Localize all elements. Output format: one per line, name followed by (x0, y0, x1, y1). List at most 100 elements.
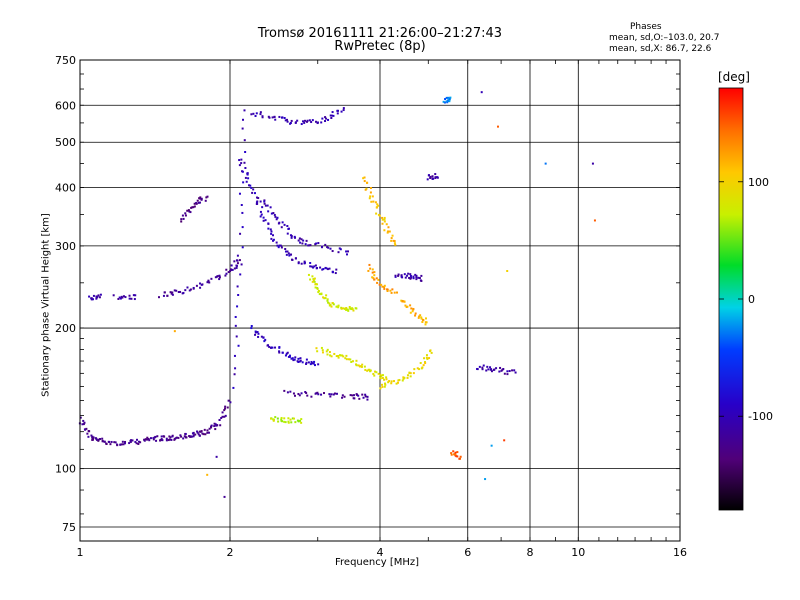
data-point (225, 268, 228, 271)
data-point (90, 298, 93, 301)
data-point (386, 289, 389, 292)
data-point (204, 199, 207, 202)
y-tick-label: 75 (62, 521, 76, 534)
data-point (293, 394, 296, 397)
data-point (281, 420, 284, 423)
x-axis-label: Frequency [MHz] (335, 557, 420, 568)
data-point (320, 292, 323, 295)
data-point (180, 435, 183, 438)
data-point (375, 371, 378, 374)
data-point (234, 315, 237, 318)
data-point (349, 358, 352, 361)
data-point (262, 219, 265, 222)
data-point (398, 378, 401, 381)
data-point (286, 120, 289, 123)
data-point (317, 393, 320, 396)
data-point (192, 435, 195, 438)
data-point (294, 421, 297, 424)
data-point (223, 415, 226, 418)
y-tick-label: 300 (55, 240, 76, 253)
data-point (423, 357, 426, 360)
data-point (195, 202, 198, 205)
data-point (371, 268, 374, 271)
data-point (221, 411, 224, 414)
data-point (326, 348, 329, 351)
data-point (407, 272, 410, 275)
data-point (191, 432, 194, 435)
data-point (593, 219, 596, 222)
data-point (272, 238, 275, 241)
data-point (189, 211, 192, 214)
data-point (283, 223, 286, 226)
data-point (244, 176, 247, 179)
data-point (436, 176, 439, 179)
data-point (345, 308, 348, 311)
data-point (450, 453, 453, 456)
data-point (333, 352, 336, 355)
data-point (122, 443, 125, 446)
data-point (214, 428, 217, 431)
data-point (259, 113, 262, 116)
data-point (184, 432, 187, 435)
data-point (171, 435, 174, 438)
data-point (408, 276, 411, 279)
data-point (283, 117, 286, 120)
data-point (409, 304, 412, 307)
data-point (449, 96, 452, 99)
data-point (190, 206, 193, 209)
data-point (426, 178, 429, 181)
data-point (412, 307, 415, 310)
data-point (310, 121, 313, 124)
data-point (409, 277, 412, 280)
data-point (331, 250, 334, 253)
data-point (223, 495, 226, 498)
data-point (289, 122, 292, 125)
data-point (405, 306, 408, 309)
colorbar-label: [deg] (718, 70, 750, 84)
data-point (352, 309, 355, 312)
data-point (293, 235, 296, 238)
data-point (203, 428, 206, 431)
data-point (322, 268, 325, 271)
data-point (290, 236, 293, 239)
data-point (371, 195, 374, 198)
data-point (88, 295, 91, 298)
data-point (366, 369, 369, 372)
data-point (283, 389, 286, 392)
data-point (139, 441, 142, 444)
data-point (266, 204, 269, 207)
data-point (445, 100, 448, 103)
data-point (363, 176, 366, 179)
data-point (291, 357, 294, 360)
data-point (406, 274, 409, 277)
data-point (284, 247, 287, 250)
data-point (198, 434, 201, 437)
data-point (216, 424, 219, 427)
data-point (175, 289, 178, 292)
data-point (408, 372, 411, 375)
data-point (385, 376, 388, 379)
data-point (257, 197, 260, 200)
data-point (132, 294, 135, 297)
data-point (188, 435, 191, 438)
data-point (364, 188, 367, 191)
data-point (278, 350, 281, 353)
data-point (372, 277, 375, 280)
data-point (224, 414, 227, 417)
data-point (274, 346, 277, 349)
data-point (135, 442, 138, 445)
data-point (236, 262, 239, 265)
data-point (173, 437, 176, 440)
data-point (313, 265, 316, 268)
data-point (395, 382, 398, 385)
data-point (335, 355, 338, 358)
data-point (363, 365, 366, 368)
data-point (397, 379, 400, 382)
data-point (367, 269, 370, 272)
data-point (397, 273, 400, 276)
data-point (82, 419, 85, 422)
data-point (314, 286, 317, 289)
data-point (365, 187, 368, 190)
data-point (241, 170, 244, 173)
data-point (260, 335, 263, 338)
